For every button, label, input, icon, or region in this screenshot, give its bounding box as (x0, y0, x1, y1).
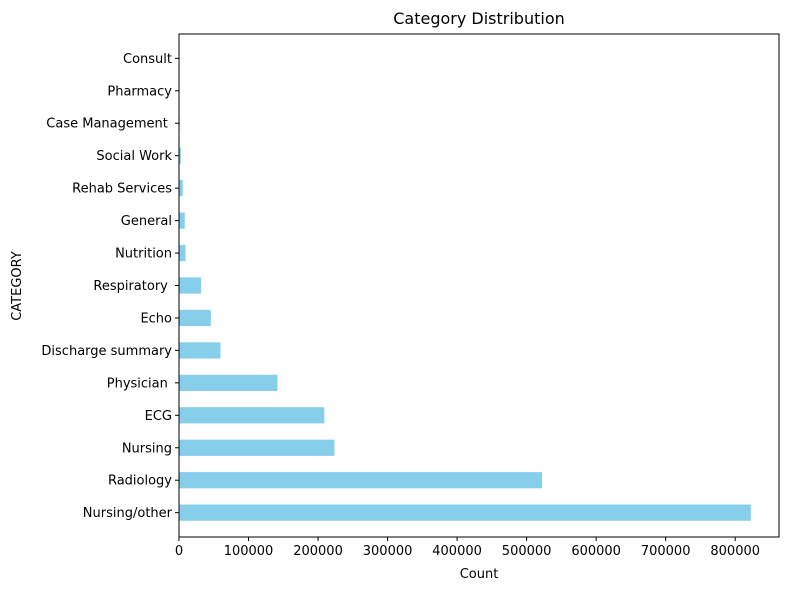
plot-frame (178, 33, 780, 538)
y-tick-label: Rehab Services (72, 182, 172, 197)
bar-3 (179, 407, 325, 424)
x-tick-label: 300000 (363, 544, 413, 559)
x-tick-label: 400000 (432, 544, 482, 559)
y-tick-label: General (121, 214, 172, 229)
y-tick-label: Pharmacy (107, 84, 172, 99)
bar-5 (179, 342, 221, 359)
x-tick-label: 100000 (224, 544, 274, 559)
y-tick-label: ECG (145, 409, 172, 424)
bar-9 (179, 212, 185, 229)
bar-8 (179, 244, 186, 262)
y-tick-label: Nursing/other (83, 506, 173, 521)
y-tick-label: Discharge summary (41, 344, 172, 359)
y-axis-title: CATEGORY (10, 251, 25, 321)
bar-2 (179, 439, 335, 456)
x-ticks-group: 0 100000 200000 300000 400000 500000 600000 700… (175, 537, 760, 559)
x-tick-label: 200000 (293, 544, 343, 559)
x-tick-label: 600000 (571, 544, 621, 559)
chart-title: Category Distribution (393, 9, 565, 28)
bar-4 (179, 374, 278, 391)
y-ticks-group: Nursing/other Radiology Nursing ECG Physicia… (41, 52, 179, 521)
bar-10 (179, 180, 183, 197)
x-tick-label: 700000 (641, 544, 691, 559)
y-tick-label: Physician (107, 376, 172, 391)
y-tick-label: Social Work (96, 149, 172, 164)
y-tick-label: Respiratory (93, 279, 172, 294)
y-tick-label: Nutrition (115, 247, 172, 262)
x-axis-title: Count (460, 567, 499, 582)
y-tick-label: Consult (123, 52, 172, 67)
x-tick-label: 800000 (710, 544, 760, 559)
bar-11 (179, 147, 181, 164)
bar-1 (179, 472, 543, 489)
bars-group (179, 50, 751, 521)
bar-6 (179, 309, 211, 327)
y-tick-label: Radiology (108, 474, 172, 489)
bar-7 (179, 277, 202, 294)
y-tick-label: Echo (140, 311, 172, 326)
x-tick-label: 0 (175, 544, 183, 559)
y-tick-label: Case Management (46, 117, 172, 132)
bar-0 (179, 504, 751, 521)
x-tick-label: 500000 (502, 544, 552, 559)
y-tick-label: Nursing (122, 441, 172, 456)
